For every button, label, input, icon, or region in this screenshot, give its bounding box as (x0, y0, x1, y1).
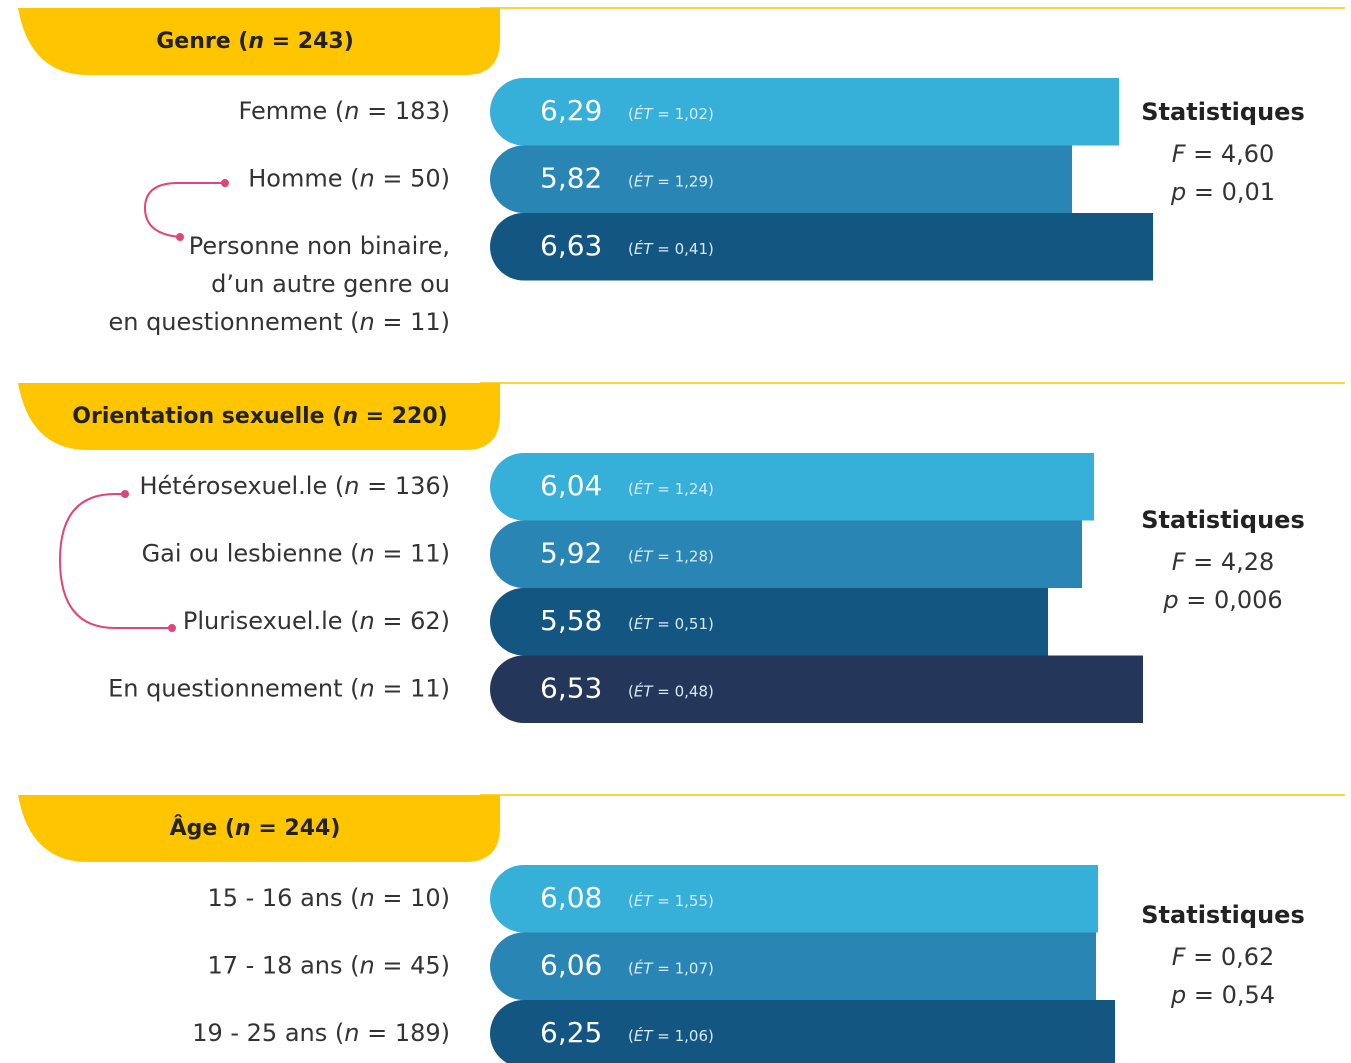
value-label: 6,63 (540, 229, 602, 262)
category-label: 19 - 25 ans (n = 189) (192, 1019, 450, 1047)
stat-value: p = 0,01 (1170, 178, 1275, 206)
stat-value: F = 4,28 (1172, 548, 1275, 576)
stat-value: F = 4,60 (1172, 140, 1275, 168)
value-label: 5,92 (540, 536, 602, 569)
sd-label: (ÉT = 0,48) (628, 681, 714, 700)
category-label: 17 - 18 ans (n = 45) (207, 951, 450, 979)
bar (490, 932, 1096, 1000)
value-label: 6,04 (540, 469, 602, 502)
bar (490, 520, 1082, 588)
stat-value: p = 0,54 (1170, 981, 1275, 1009)
connector (58, 493, 172, 629)
sd-label: (ÉT = 1,24) (628, 478, 714, 497)
value-label: 5,58 (540, 604, 602, 637)
connector (143, 182, 225, 238)
bar (490, 145, 1072, 213)
connector-dot (121, 490, 129, 498)
bar (490, 865, 1098, 933)
stats-title: Statistiques (1141, 98, 1304, 126)
category-label: En questionnement (n = 11) (108, 674, 450, 702)
category-label: Gai ou lesbienne (n = 11) (142, 539, 450, 567)
sd-label: (ÉT = 0,41) (628, 238, 714, 257)
sd-label: (ÉT = 1,02) (628, 103, 714, 122)
sd-label: (ÉT = 1,55) (628, 890, 714, 909)
sd-label: (ÉT = 1,07) (628, 958, 714, 977)
category-label: Hétérosexuel.le (n = 136) (139, 472, 450, 500)
section-title: Âge (n = 244) (170, 815, 341, 841)
section-tab (18, 383, 500, 450)
value-label: 6,25 (540, 1016, 602, 1049)
category-label: 15 - 16 ans (n = 10) (207, 884, 450, 912)
section-tab (18, 795, 500, 862)
bar (490, 588, 1048, 656)
sd-label: (ÉT = 1,29) (628, 171, 714, 190)
value-label: 6,53 (540, 671, 602, 704)
connector-dot (221, 179, 229, 187)
connectors (58, 179, 229, 632)
section-tab (18, 8, 500, 75)
stat-value: F = 0,62 (1172, 943, 1275, 971)
section-title: Orientation sexuelle (n = 220) (72, 404, 447, 429)
sd-label: (ÉT = 1,28) (628, 546, 714, 565)
value-label: 6,29 (540, 94, 602, 127)
category-label: Femme (n = 183) (238, 97, 450, 125)
sd-label: (ÉT = 0,51) (628, 613, 714, 632)
value-label: 6,08 (540, 881, 602, 914)
stat-value: p = 0,006 (1162, 586, 1282, 614)
connector-dot (168, 624, 176, 632)
sd-label: (ÉT = 1,06) (628, 1025, 714, 1044)
section-title: Genre (n = 243) (156, 29, 354, 54)
value-label: 6,06 (540, 948, 602, 981)
stats-title: Statistiques (1141, 901, 1304, 929)
value-label: 5,82 (540, 161, 602, 194)
category-label: Homme (n = 50) (248, 164, 450, 192)
category-label: Personne non binaire, d’un autre genre ou… (108, 232, 450, 336)
category-label: Plurisexuel.le (n = 62) (183, 607, 450, 635)
connector-dot (176, 233, 184, 241)
bar (490, 453, 1094, 521)
stats-title: Statistiques (1141, 506, 1304, 534)
bar (490, 655, 1143, 723)
bar (490, 1000, 1115, 1063)
bar (490, 78, 1119, 146)
bar (490, 213, 1153, 281)
